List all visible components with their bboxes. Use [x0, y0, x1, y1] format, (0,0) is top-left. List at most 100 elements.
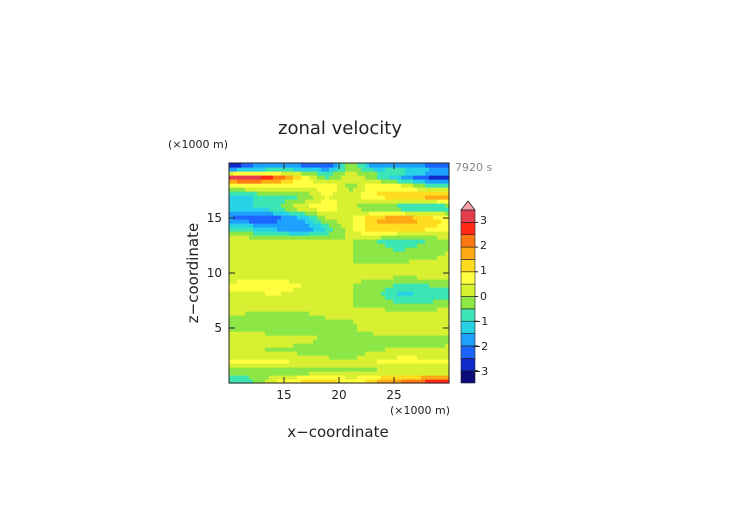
heatmap-cell	[437, 247, 442, 252]
heatmap-cell	[301, 339, 306, 344]
heatmap-cell	[433, 335, 438, 340]
heatmap-cell	[237, 239, 242, 244]
heatmap-cell	[417, 227, 422, 232]
heatmap-cell	[333, 331, 338, 336]
heatmap-cell	[245, 255, 250, 260]
heatmap-cell	[253, 231, 258, 236]
heatmap-cell	[429, 263, 434, 268]
heatmap-cell	[429, 267, 434, 272]
heatmap-cell	[309, 239, 314, 244]
heatmap-cell	[341, 199, 346, 204]
heatmap-cell	[317, 311, 322, 316]
heatmap-cell	[309, 247, 314, 252]
heatmap-cell	[245, 203, 250, 208]
heatmap-cell	[397, 207, 402, 212]
heatmap-cell	[261, 311, 266, 316]
heatmap-cell	[229, 179, 234, 184]
heatmap-cell	[361, 275, 366, 280]
heatmap-cell	[269, 179, 274, 184]
heatmap-cell	[437, 179, 442, 184]
heatmap-cell	[421, 363, 426, 368]
heatmap-cell	[401, 191, 406, 196]
heatmap-cell	[353, 175, 358, 180]
heatmap-cell	[357, 375, 362, 380]
heatmap-cell	[245, 195, 250, 200]
heatmap-cell	[365, 211, 370, 216]
heatmap-cell	[233, 299, 238, 304]
heatmap-cell	[441, 343, 446, 348]
heatmap-cell	[309, 227, 314, 232]
heatmap-cell	[409, 187, 414, 192]
heatmap-cell	[245, 267, 250, 272]
heatmap-cell	[313, 355, 318, 360]
heatmap-cell	[289, 243, 294, 248]
heatmap-cell	[385, 379, 390, 384]
heatmap-cell	[401, 187, 406, 192]
heatmap-cell	[341, 227, 346, 232]
heatmap-cell	[345, 239, 350, 244]
heatmap-cell	[309, 195, 314, 200]
heatmap-cell	[397, 255, 402, 260]
heatmap-cell	[389, 267, 394, 272]
heatmap-cell	[313, 259, 318, 264]
heatmap-cell	[285, 327, 290, 332]
heatmap-cell	[313, 219, 318, 224]
heatmap-cell	[437, 287, 442, 292]
heatmap-cell	[381, 183, 386, 188]
heatmap-cell	[241, 291, 246, 296]
heatmap-cell	[361, 319, 366, 324]
heatmap-cell	[241, 239, 246, 244]
heatmap-cell	[309, 271, 314, 276]
heatmap-cell	[369, 263, 374, 268]
heatmap-cell	[253, 203, 258, 208]
heatmap-cell	[389, 323, 394, 328]
heatmap-cell	[237, 287, 242, 292]
heatmap-cell	[289, 235, 294, 240]
heatmap-cell	[381, 199, 386, 204]
heatmap-cell	[257, 363, 262, 368]
heatmap-cell	[389, 231, 394, 236]
heatmap-cell	[281, 231, 286, 236]
heatmap-cell	[341, 351, 346, 356]
heatmap-cell	[409, 267, 414, 272]
heatmap-cell	[385, 287, 390, 292]
heatmap-cell	[341, 243, 346, 248]
heatmap-cell	[265, 347, 270, 352]
heatmap-cell	[257, 327, 262, 332]
heatmap-cell	[301, 179, 306, 184]
heatmap-cell	[393, 323, 398, 328]
heatmap-cell	[429, 179, 434, 184]
heatmap-cell	[381, 343, 386, 348]
heatmap-cell	[297, 223, 302, 228]
heatmap-cell	[337, 183, 342, 188]
heatmap-cell	[257, 259, 262, 264]
heatmap-cell	[433, 195, 438, 200]
heatmap-cell	[293, 227, 298, 232]
heatmap-cell	[417, 347, 422, 352]
heatmap-cell	[429, 199, 434, 204]
heatmap-cell	[281, 343, 286, 348]
heatmap-cell	[393, 203, 398, 208]
heatmap-cell	[301, 227, 306, 232]
heatmap-cell	[265, 327, 270, 332]
heatmap-cell	[413, 283, 418, 288]
heatmap-cell	[245, 171, 250, 176]
heatmap-cell	[241, 267, 246, 272]
colorbar-tick-label: −3	[472, 365, 488, 378]
heatmap-cell	[397, 379, 402, 384]
heatmap-cell	[429, 167, 434, 172]
y-tick-label: 5	[214, 321, 222, 335]
heatmap-cell	[441, 211, 446, 216]
heatmap-cell	[401, 291, 406, 296]
heatmap-cell	[289, 195, 294, 200]
heatmap-cell	[301, 375, 306, 380]
heatmap-cell	[433, 347, 438, 352]
heatmap-cell	[417, 271, 422, 276]
heatmap-cell	[405, 355, 410, 360]
heatmap-cell	[257, 331, 262, 336]
heatmap-cell	[349, 179, 354, 184]
heatmap-cell	[441, 315, 446, 320]
heatmap-cell	[433, 271, 438, 276]
heatmap-cell	[257, 319, 262, 324]
heatmap-cell	[405, 379, 410, 384]
